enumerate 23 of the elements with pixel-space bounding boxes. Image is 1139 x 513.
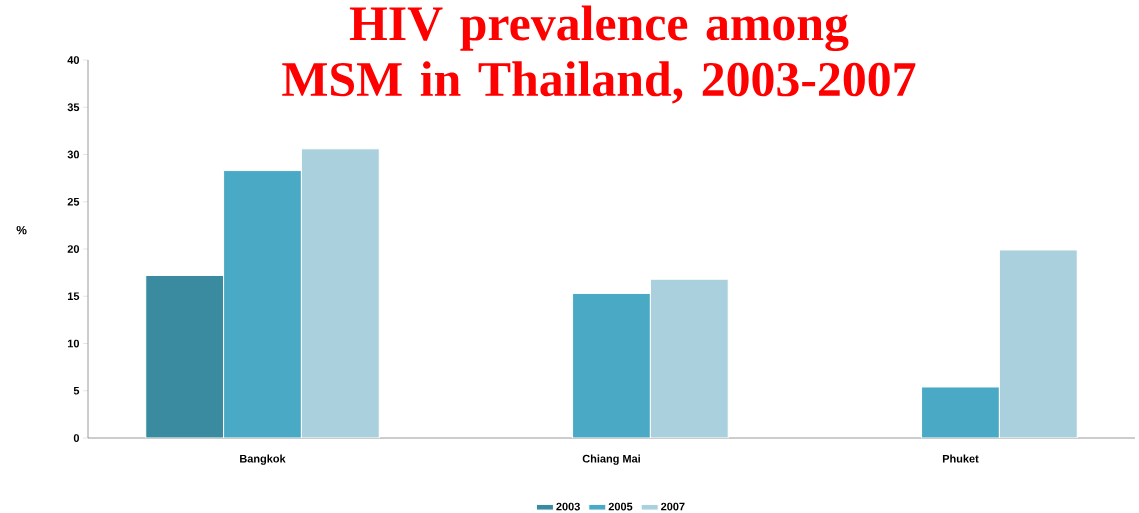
bar	[998, 249, 1078, 438]
legend-label: 2007	[661, 502, 685, 511]
y-tick-label: 40	[67, 56, 80, 64]
y-tick-label: 25	[67, 197, 80, 206]
y-tick-label: 5	[73, 386, 80, 395]
y-tick-label: 10	[67, 339, 80, 348]
bar	[572, 292, 651, 438]
x-tick-label: Chiang Mai	[582, 454, 640, 465]
bar	[223, 170, 302, 438]
y-axis-title: %	[16, 225, 27, 235]
bar	[921, 386, 1000, 438]
y-tick-label: 35	[67, 103, 80, 112]
y-tick-label: 15	[67, 292, 80, 301]
x-tick-label: Phuket	[942, 454, 979, 463]
chart-title: HIV prevalence among MSM in Thailand, 2003-2007	[282, 5, 916, 104]
legend-label: 2005	[608, 502, 633, 511]
bar	[300, 148, 380, 438]
x-tick-label: Bangkok	[240, 454, 286, 465]
y-tick-label: 0	[73, 434, 80, 442]
y-tick-label: 30	[67, 150, 80, 159]
y-tick-label: 20	[67, 245, 80, 253]
legend-label: 2003	[556, 502, 580, 511]
bar	[649, 278, 729, 438]
